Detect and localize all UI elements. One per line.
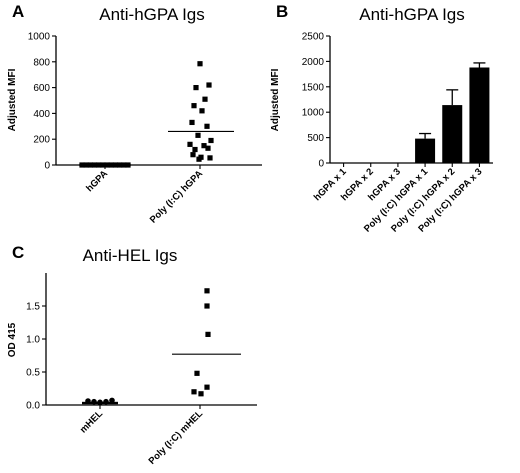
- panel-a-point: [204, 123, 210, 129]
- panel-a-x-ticks: hGPA Poly (I:C) hGPA: [84, 165, 205, 226]
- panel-c-label: C: [12, 243, 24, 262]
- panel-a-point: [192, 146, 198, 153]
- panel-c-y-tick-label: 0.0: [26, 401, 40, 412]
- panel-c-y-axis-label: OD 415: [7, 322, 18, 357]
- panel-a-axes: [55, 36, 262, 166]
- panel-c-point: [109, 397, 115, 404]
- panel-c-x-tick-label: mHEL: [78, 408, 105, 435]
- panel-a-point: [199, 108, 205, 114]
- panel-c-x-ticks: mHEL Poly (I:C) mHEL: [78, 405, 205, 467]
- panel-a-point: [191, 103, 197, 109]
- panel-b-axes: [329, 36, 493, 164]
- panel-a-y-tick-label: 0: [44, 161, 50, 172]
- panel-b-y-tick-label: 2000: [302, 57, 325, 68]
- panel-a-y-axis-label: Adjusted MFI: [7, 68, 18, 131]
- panel-a-label: A: [12, 2, 24, 21]
- panel-c: C Anti-HEL Igs OD 415 0.0 0.5 1.0 1.5 mHEL P…: [7, 243, 257, 467]
- panel-c-x-tick-label: Poly (I:C) mHEL: [147, 408, 206, 467]
- panel-a-x-tick-label: hGPA: [84, 168, 110, 194]
- panel-c-y-ticks: 0.0 0.5 1.0 1.5: [26, 302, 46, 412]
- panel-b-y-tick-label: 500: [307, 133, 324, 144]
- panel-b-y-tick-label: 2500: [302, 32, 325, 43]
- panel-c-points: [85, 288, 211, 406]
- panel-a-point: [208, 137, 214, 144]
- panel-c-point: [205, 331, 211, 337]
- panel-a: A Anti-hGPA Igs Adjusted MFI 0 200 400 600 8…: [7, 2, 262, 226]
- panel-b-title: Anti-hGPA Igs: [359, 5, 465, 24]
- panel-c-point: [191, 389, 197, 395]
- panel-a-point: [187, 141, 193, 147]
- panel-c-mean-line: [82, 401, 118, 405]
- panel-a-point: [201, 143, 207, 149]
- panel-a-point: [195, 132, 201, 138]
- panel-a-point: [196, 156, 202, 162]
- panel-b-error-bars: [419, 62, 486, 139]
- panel-a-point: [206, 82, 212, 88]
- panel-a-point: [197, 61, 203, 67]
- panel-c-point: [204, 384, 210, 390]
- panel-a-x-tick-label: Poly (I:C) hGPA: [148, 168, 205, 225]
- panel-c-y-tick-label: 1.0: [26, 335, 40, 346]
- panel-b-y-tick-label: 1500: [302, 82, 325, 93]
- panel-b-bar: [442, 105, 463, 163]
- panel-a-y-ticks: 0 200 400 600 800 1000: [28, 32, 56, 172]
- panel-b-y-tick-label: 0: [318, 159, 324, 170]
- panel-a-points: [79, 61, 214, 168]
- panel-c-title: Anti-HEL Igs: [83, 246, 178, 265]
- panel-a-y-tick-label: 800: [33, 57, 50, 68]
- panel-c-point: [194, 370, 200, 376]
- panel-a-y-tick-label: 1000: [28, 32, 51, 43]
- panel-a-y-tick-label: 600: [33, 83, 50, 94]
- panel-a-point: [205, 145, 211, 151]
- panel-b-y-ticks: 0 500 1000 1500 2000 2500: [302, 32, 330, 170]
- panel-a-point: [207, 155, 213, 161]
- panel-a-y-tick-label: 400: [33, 109, 50, 120]
- panel-b: B Anti-hGPA Igs Adjusted MFI 0 500 1000 150…: [270, 2, 493, 235]
- panel-a-point: [189, 119, 195, 126]
- panel-b-bars: [415, 67, 490, 163]
- panel-c-y-tick-label: 0.5: [26, 368, 40, 379]
- panel-b-y-axis-label: Adjusted MFI: [270, 68, 281, 131]
- panel-c-axes: [45, 273, 257, 406]
- panel-c-point: [198, 391, 204, 397]
- panel-c-point: [204, 288, 210, 294]
- panel-a-y-tick-label: 200: [33, 135, 50, 146]
- panel-b-bar: [415, 138, 436, 163]
- panel-a-point: [193, 85, 199, 91]
- panel-b-bar: [469, 67, 490, 163]
- panel-a-point: [202, 96, 208, 102]
- panel-a-point: [190, 152, 196, 158]
- panel-b-label: B: [276, 2, 288, 21]
- panel-c-point: [204, 303, 210, 309]
- panel-c-means: [82, 353, 241, 405]
- panel-b-y-tick-label: 1000: [302, 108, 325, 119]
- panel-c-y-tick-label: 1.5: [26, 302, 40, 313]
- panel-a-means: [79, 130, 234, 166]
- panel-a-title: Anti-hGPA Igs: [99, 5, 205, 24]
